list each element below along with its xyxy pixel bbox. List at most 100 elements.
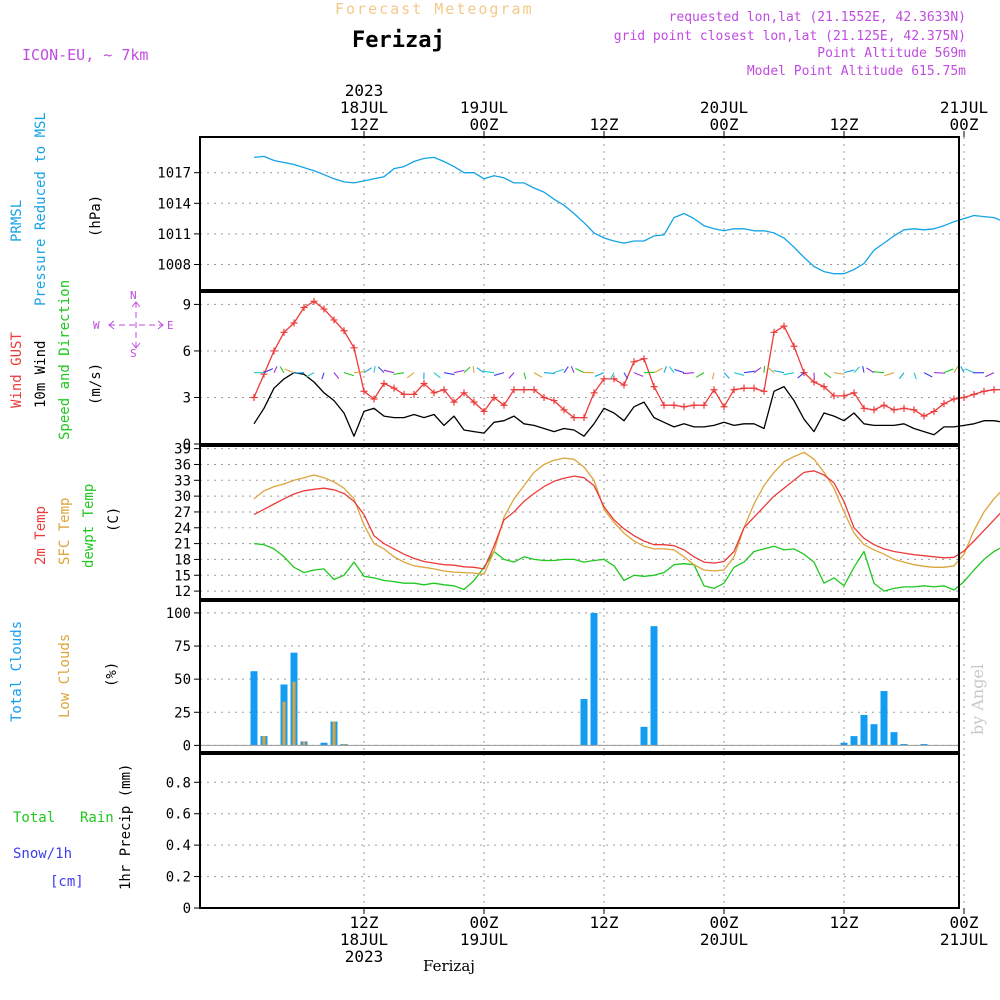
total-clouds-label: Total Clouds — [9, 620, 25, 722]
wind-direction-arrow — [476, 367, 485, 374]
gust-marker — [600, 375, 608, 383]
wind-direction-arrow — [898, 372, 905, 379]
time-label-bottom: 12Z — [350, 913, 379, 932]
gust-marker — [890, 406, 898, 414]
wind-direction-arrow — [773, 369, 785, 374]
gust-marker — [300, 304, 308, 312]
wind-direction-arrow — [953, 366, 959, 373]
gust-marker — [690, 401, 698, 409]
wind-direction-arrow — [543, 372, 555, 375]
dewpt-label: dewpt Temp — [81, 483, 97, 568]
gust-marker — [290, 319, 298, 327]
y-tick-label: 1014 — [157, 196, 191, 212]
model-label: ICON-EU, ~ 7km — [22, 46, 149, 64]
gust-marker — [880, 401, 888, 409]
wind-direction-arrow — [763, 366, 766, 373]
gust-marker — [610, 375, 618, 383]
gust-marker — [360, 387, 368, 395]
gust-marker — [430, 389, 438, 397]
gust-marker — [570, 414, 578, 422]
gust-marker — [910, 406, 918, 414]
compass-n: N — [130, 289, 137, 302]
precip-unit: 1hr Precip (mm) — [118, 763, 134, 890]
y-tick-label: 0 — [183, 901, 191, 917]
time-label-bottom: 21JUL — [940, 930, 988, 949]
wind-direction-arrow — [508, 372, 515, 379]
gust-marker — [280, 328, 288, 336]
point-altitude: Point Altitude 569m — [817, 46, 966, 61]
total-cloud-bar — [590, 612, 598, 746]
gust-marker — [640, 355, 648, 363]
location-title: Ferizaj — [352, 28, 445, 53]
y-tick-label: 39 — [174, 442, 191, 458]
data-layer — [200, 155, 1000, 746]
time-label-top: 20JUL — [700, 98, 748, 117]
y-tick-label: 12 — [174, 584, 191, 600]
gust-marker — [380, 380, 388, 388]
chart-subtitle: Forecast Meteogram — [335, 0, 534, 18]
y-tick-label: 36 — [174, 457, 191, 473]
gust-marker — [540, 393, 548, 401]
gust-marker — [580, 414, 588, 422]
wind-direction-arrow — [353, 370, 365, 374]
time-label-bottom: 18JUL — [340, 930, 388, 949]
gust-marker — [440, 386, 448, 394]
panel-frame — [199, 291, 960, 445]
gust-marker — [680, 403, 688, 411]
wind-direction-arrow — [683, 372, 695, 375]
time-label-bottom: 20JUL — [700, 930, 748, 949]
pressure-label-2: Pressure Reduced to MSL — [33, 112, 49, 306]
wind-direction-arrow — [453, 369, 465, 374]
wind-direction-arrow — [472, 366, 475, 373]
watermark: by Angel — [968, 663, 987, 735]
pressure-label-1: PRMSL — [9, 199, 25, 242]
wind-direction-arrow — [767, 366, 775, 374]
wind-speed-line — [253, 372, 1000, 437]
gust-marker — [490, 393, 498, 401]
gust-marker — [520, 386, 528, 394]
compass-s: S — [130, 347, 137, 360]
requested-coords: requested lon,lat (21.1552E, 42.3633N) — [668, 10, 966, 25]
gust-marker — [920, 412, 928, 420]
gust-marker — [670, 401, 678, 409]
pressure-line — [253, 155, 1000, 275]
wind-direction-arrow — [669, 366, 675, 373]
y-tick-label: 100 — [166, 606, 191, 622]
snow-label: Snow/1h — [13, 846, 73, 862]
gust-marker — [930, 407, 938, 415]
wind-direction-arrow — [575, 368, 585, 374]
y-tick-label: 1011 — [157, 227, 191, 243]
time-label-top: 00Z — [470, 115, 499, 134]
y-tick-label: 25 — [174, 705, 191, 721]
low-cloud-bar — [292, 681, 296, 746]
gust-marker — [800, 369, 808, 377]
gust-marker — [370, 395, 378, 403]
gust-marker — [710, 386, 718, 394]
gust-marker — [620, 381, 628, 389]
model-altitude: Model Point Altitude 615.75m — [746, 64, 966, 79]
gust-marker — [780, 322, 788, 330]
wind-direction-arrow — [797, 372, 805, 379]
y-tick-label: 24 — [174, 521, 191, 537]
wind-direction-arrow — [263, 368, 274, 374]
grid-layer — [200, 137, 965, 909]
wind-direction-arrow — [723, 372, 730, 379]
wind-speed-label: 10m Wind — [33, 340, 49, 408]
low-cloud-bar — [262, 736, 266, 746]
wind-direction-arrow — [610, 372, 615, 380]
t2m-label: 2m Temp — [33, 505, 49, 565]
wind-direction-arrow — [305, 372, 315, 378]
gust-marker — [260, 370, 268, 378]
wind-direction-arrow — [783, 372, 795, 376]
gust-marker — [310, 297, 318, 305]
wind-direction-arrow — [843, 369, 855, 374]
wind-direction-arrow — [964, 368, 975, 374]
rain-label: Rain — [80, 810, 114, 826]
time-label-bottom: 12Z — [590, 913, 619, 932]
gust-marker — [420, 380, 428, 388]
wind-direction-arrow — [960, 366, 965, 373]
wind-direction-arrow — [570, 366, 575, 373]
wind-direction-arrow — [674, 368, 685, 374]
y-tick-label: 3 — [183, 390, 191, 406]
frame-layer: 1008101110141017036912151821242730333639… — [157, 81, 988, 966]
